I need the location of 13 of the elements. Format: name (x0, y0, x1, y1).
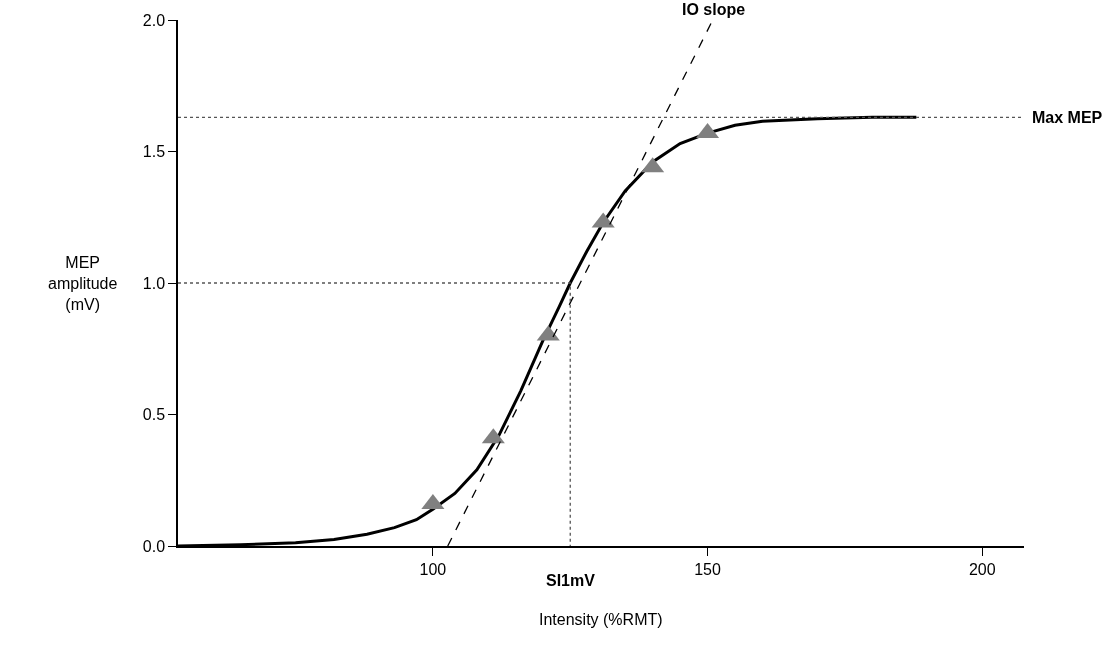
y-tick-label: 1.0 (142, 274, 166, 292)
ref-line-label: Max MEP (1032, 109, 1103, 126)
y-axis-title: MEP amplitude (mV) (48, 254, 118, 313)
y-tick-label: 0.5 (142, 406, 166, 424)
y-tick-label: 1.5 (142, 143, 166, 161)
x-tick-label: 100 (419, 560, 447, 578)
y-tick-label: 0.0 (142, 537, 166, 555)
x-axis-title: Intensity (%RMT) (539, 611, 663, 628)
annotation: IO slope (682, 1, 746, 18)
annotation: SI1mV (546, 572, 596, 589)
x-tick-label: 150 (694, 560, 722, 578)
x-tick-label: 200 (968, 560, 996, 578)
y-tick-label: 2.0 (142, 11, 166, 29)
